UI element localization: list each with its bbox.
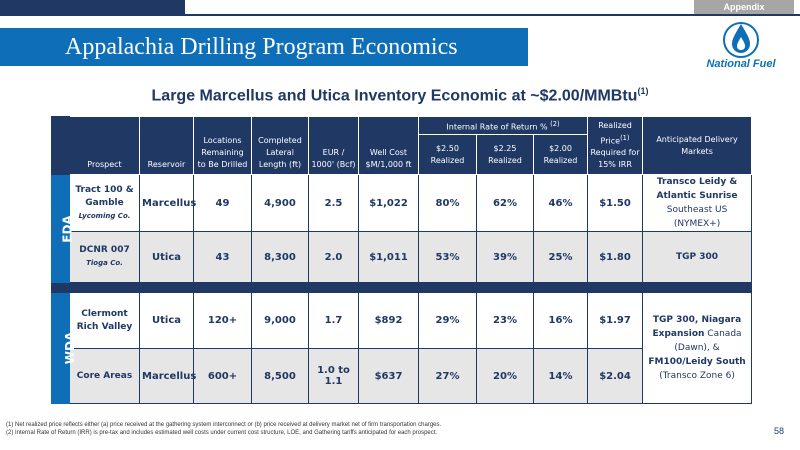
flame-drop-logo-icon (723, 22, 759, 58)
lateral-cell: 8,500 (251, 348, 309, 404)
page-number: 58 (774, 426, 785, 436)
markets-cell: Transco Leidy & Atlantic Sunrise Southeas… (642, 174, 753, 232)
well-cost-cell: $892 (358, 292, 419, 349)
irr-250-cell: 53% (418, 231, 477, 283)
locations-cell: 43 (193, 231, 252, 283)
prospect-cell: Tract 100 & Gamble Lycoming Co. (69, 174, 140, 232)
header-irr-225: $2.25 Realized (476, 134, 534, 175)
prospect-location: Tioga Co. (86, 259, 123, 267)
header-lateral-length: Completed Lateral Length (ft) (251, 116, 309, 175)
header-delivery-markets: Anticipated Delivery Markets (642, 116, 753, 175)
prospect-location: Lycoming Co. (78, 211, 131, 220)
lateral-cell: 9,000 (251, 292, 309, 349)
table-row: DCNR 007 Tioga Co. Utica 43 8,300 2.0 $1,… (52, 231, 753, 283)
subtitle-footnote-ref: (1) (637, 86, 649, 96)
realized-price-cell: $1.80 (587, 231, 644, 283)
eur-cell: 2.5 (308, 174, 359, 232)
well-cost-cell: $1,022 (358, 174, 419, 232)
irr-225-cell: 39% (476, 231, 534, 283)
markets-cell: TGP 300 (642, 231, 753, 283)
irr-250-cell: 29% (418, 292, 477, 349)
irr-200-cell: 14% (532, 348, 589, 404)
irr-225-cell: 20% (476, 348, 534, 404)
page-title: Appalachia Drilling Program Economics (65, 34, 458, 60)
top-rule (0, 14, 800, 16)
footnote-1: (1) Net realized price reflects either (… (6, 422, 442, 428)
economics-table: Prospect Reservoir Locations Remaining t… (50, 116, 753, 404)
realized-price-cell: $2.04 (587, 348, 644, 404)
subtitle-text: Large Marcellus and Utica Inventory Econ… (151, 87, 638, 105)
irr-225-cell: 23% (476, 292, 534, 349)
locations-cell: 600+ (193, 348, 252, 404)
table-row: Core Areas Marcellus 600+ 8,500 1.0 to 1… (52, 348, 752, 404)
logo-wordmark: National Fuel (706, 58, 776, 70)
header-price-label: Realized Price (598, 120, 632, 146)
eur-cell: 2.0 (308, 231, 359, 283)
realized-price-cell: $1.50 (587, 174, 644, 232)
markets-cell: TGP 300, Niagara Expansion Canada (Dawn)… (642, 292, 753, 404)
irr-200-cell: 46% (532, 174, 589, 232)
header-irr-footnote-ref: (2) (550, 119, 560, 128)
section-label-wda: WDA (51, 292, 77, 404)
prospect-cell: DCNR 007 Tioga Co. (69, 231, 140, 283)
header-well-cost: Well Cost $M/1,000 ft (358, 116, 419, 175)
footnotes: (1) Net realized price reflects either (… (6, 421, 441, 437)
header-price-label-2: Required for 15% IRR (590, 148, 640, 170)
locations-cell: 49 (193, 174, 252, 232)
prospect-cell: Core Areas (69, 348, 140, 404)
eur-cell: 1.7 (308, 292, 359, 349)
footnote-2: (2) Internal Rate of Return (IRR) is pre… (6, 430, 438, 436)
reservoir-cell: Marcellus (139, 174, 196, 232)
header-locations: Locations Remaining to Be Drilled (193, 116, 252, 175)
header-reservoir: Reservoir (139, 116, 194, 175)
header-irr-group-label: Internal Rate of Return % (446, 122, 548, 132)
lateral-cell: 8,300 (251, 231, 309, 283)
section-label-eda: EDA (51, 174, 75, 283)
irr-200-cell: 25% (532, 231, 589, 283)
company-logo: National Fuel (700, 18, 782, 74)
header-price-footnote-ref: (1) (620, 133, 630, 142)
section-separator (50, 282, 753, 293)
irr-200-cell: 16% (532, 292, 589, 349)
header-irr-group: Internal Rate of Return % (2) (417, 116, 589, 135)
lateral-cell: 4,900 (251, 174, 309, 232)
reservoir-cell: Marcellus (139, 348, 196, 404)
header-realized-price: Realized Price(1) Required for 15% IRR (587, 116, 644, 175)
header-prospect: Prospect (69, 116, 140, 175)
prospect-cell: Clermont Rich Valley (69, 292, 140, 349)
irr-250-cell: 80% (418, 174, 477, 232)
appendix-tab: Appendix (694, 0, 794, 14)
realized-price-cell: $1.97 (587, 292, 644, 349)
slide-subtitle: Large Marcellus and Utica Inventory Econ… (0, 86, 800, 105)
header-irr-250: $2.50 Realized (418, 134, 477, 175)
eur-cell: 1.0 to 1.1 (308, 348, 359, 404)
table-row: WDA Clermont Rich Valley Utica 120+ 9,00… (51, 292, 753, 404)
well-cost-cell: $637 (358, 348, 419, 404)
irr-250-cell: 27% (418, 348, 477, 404)
reservoir-cell: Utica (139, 231, 194, 283)
top-accent-stripe (0, 0, 185, 14)
table-row: EDA Tract 100 & Gamble Lycoming Co. Marce… (51, 174, 753, 283)
locations-cell: 120+ (193, 292, 252, 349)
irr-225-cell: 62% (476, 174, 534, 232)
header-eur: EUR / 1000' (Bcf) (308, 116, 359, 175)
well-cost-cell: $1,011 (358, 231, 419, 283)
header-irr-200: $2.00 Realized (532, 134, 589, 175)
header-side-spacer (51, 116, 70, 175)
reservoir-cell: Utica (139, 292, 194, 349)
title-bar (0, 28, 528, 66)
